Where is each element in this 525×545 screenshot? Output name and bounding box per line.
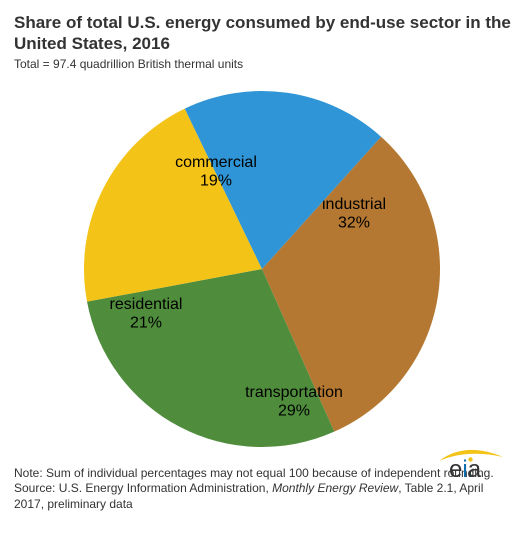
source-text: Source: U.S. Energy Information Administ… [14,481,511,512]
logo-dot-icon [468,457,472,461]
pie-svg: industrial32%transportation29%residentia… [14,77,511,457]
pie-chart: industrial32%transportation29%residentia… [14,77,511,462]
chart-container: Share of total U.S. energy consumed by e… [0,0,525,545]
chart-title: Share of total U.S. energy consumed by e… [14,12,511,55]
source-prefix: Source: U.S. Energy Information Administ… [14,481,272,495]
logo-text: eia [449,456,482,483]
eia-logo: eia [437,447,507,483]
source-italic: Monthly Energy Review [272,481,398,495]
chart-subtitle: Total = 97.4 quadrillion British thermal… [14,57,511,71]
